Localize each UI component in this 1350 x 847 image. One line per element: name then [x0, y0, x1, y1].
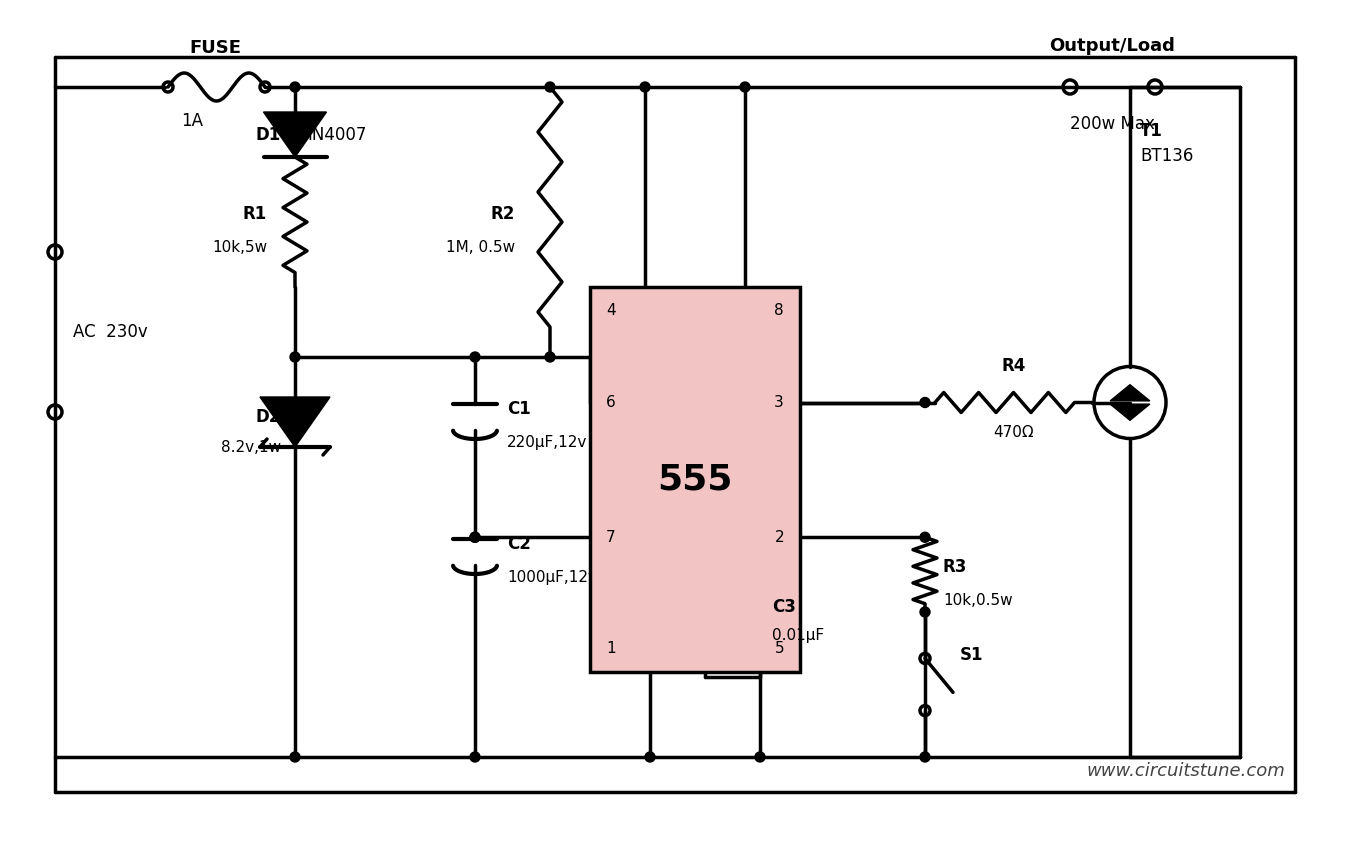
Text: S1: S1 [960, 645, 984, 663]
Text: D2: D2 [255, 408, 281, 426]
Text: 3: 3 [775, 395, 784, 410]
Text: 555: 555 [657, 462, 733, 496]
Circle shape [290, 352, 300, 362]
Circle shape [919, 397, 930, 407]
Circle shape [470, 352, 481, 362]
Circle shape [290, 752, 300, 762]
Text: 1000μF,12v: 1000μF,12v [508, 570, 597, 585]
Text: 7: 7 [606, 529, 616, 545]
Text: 470Ω: 470Ω [994, 424, 1034, 440]
Text: 220μF,12v: 220μF,12v [508, 435, 587, 450]
FancyBboxPatch shape [590, 287, 801, 672]
Text: 8: 8 [775, 303, 784, 318]
Circle shape [470, 532, 481, 542]
Circle shape [290, 82, 300, 92]
Text: 200w Max: 200w Max [1071, 115, 1156, 133]
Text: 10k,5w: 10k,5w [212, 240, 267, 255]
Text: 6: 6 [606, 395, 616, 410]
Text: 1M, 0.5w: 1M, 0.5w [446, 240, 514, 255]
Text: D1: D1 [255, 125, 281, 143]
Text: C1: C1 [508, 400, 531, 418]
Text: 1: 1 [606, 641, 616, 656]
Polygon shape [261, 397, 329, 447]
Text: R2: R2 [490, 205, 514, 223]
Text: R4: R4 [1002, 357, 1026, 374]
Circle shape [919, 532, 930, 542]
Text: C3: C3 [772, 598, 796, 616]
Text: IN4007: IN4007 [306, 125, 366, 143]
Polygon shape [1110, 404, 1150, 420]
Text: T1: T1 [1139, 122, 1162, 140]
Circle shape [645, 752, 655, 762]
Text: 4: 4 [606, 303, 616, 318]
Text: AC  230v: AC 230v [73, 323, 147, 341]
Text: www.circuitstune.com: www.circuitstune.com [1087, 762, 1285, 780]
Text: 1A: 1A [181, 112, 202, 130]
Circle shape [470, 752, 481, 762]
Circle shape [545, 352, 555, 362]
Polygon shape [1110, 385, 1150, 401]
Polygon shape [263, 112, 327, 157]
Text: 2: 2 [775, 529, 784, 545]
Text: Output/Load: Output/Load [1049, 37, 1176, 55]
Text: BT136: BT136 [1139, 147, 1193, 165]
Text: R3: R3 [944, 557, 968, 576]
Circle shape [755, 752, 765, 762]
Circle shape [545, 82, 555, 92]
Circle shape [470, 532, 481, 542]
Text: 0.01μF: 0.01μF [772, 628, 824, 643]
Text: 10k,0.5w: 10k,0.5w [944, 593, 1012, 607]
Text: R1: R1 [243, 205, 267, 223]
Circle shape [919, 752, 930, 762]
Circle shape [740, 82, 751, 92]
Circle shape [919, 607, 930, 617]
Circle shape [640, 82, 649, 92]
Text: C2: C2 [508, 535, 531, 553]
Text: 5: 5 [775, 641, 784, 656]
Text: FUSE: FUSE [189, 39, 242, 57]
Text: 8.2v,1w: 8.2v,1w [221, 440, 281, 455]
